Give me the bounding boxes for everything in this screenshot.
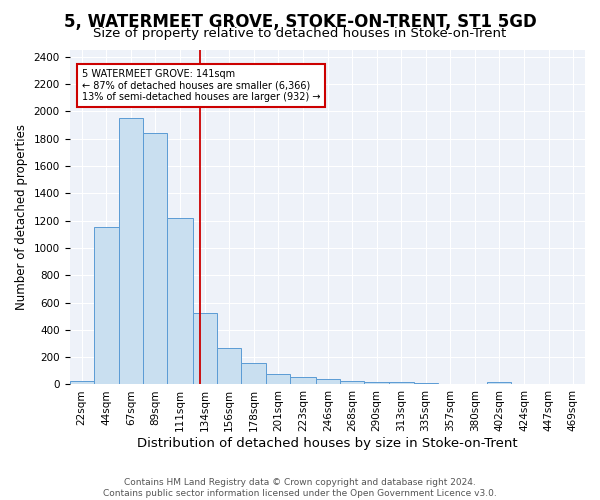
- Bar: [290, 378, 316, 384]
- Y-axis label: Number of detached properties: Number of detached properties: [15, 124, 28, 310]
- Bar: [364, 382, 389, 384]
- Bar: [340, 381, 364, 384]
- Text: 5, WATERMEET GROVE, STOKE-ON-TRENT, ST1 5GD: 5, WATERMEET GROVE, STOKE-ON-TRENT, ST1 …: [64, 12, 536, 30]
- X-axis label: Distribution of detached houses by size in Stoke-on-Trent: Distribution of detached houses by size …: [137, 437, 518, 450]
- Bar: [389, 382, 413, 384]
- Bar: [266, 374, 290, 384]
- Bar: [193, 313, 217, 384]
- Text: Size of property relative to detached houses in Stoke-on-Trent: Size of property relative to detached ho…: [94, 28, 506, 40]
- Bar: [241, 364, 266, 384]
- Text: Contains HM Land Registry data © Crown copyright and database right 2024.
Contai: Contains HM Land Registry data © Crown c…: [103, 478, 497, 498]
- Bar: [70, 381, 94, 384]
- Text: 5 WATERMEET GROVE: 141sqm
← 87% of detached houses are smaller (6,366)
13% of se: 5 WATERMEET GROVE: 141sqm ← 87% of detac…: [82, 69, 320, 102]
- Bar: [217, 348, 241, 384]
- Bar: [487, 382, 511, 384]
- Bar: [94, 227, 119, 384]
- Bar: [316, 379, 340, 384]
- Bar: [119, 118, 143, 384]
- Bar: [143, 134, 167, 384]
- Bar: [167, 218, 193, 384]
